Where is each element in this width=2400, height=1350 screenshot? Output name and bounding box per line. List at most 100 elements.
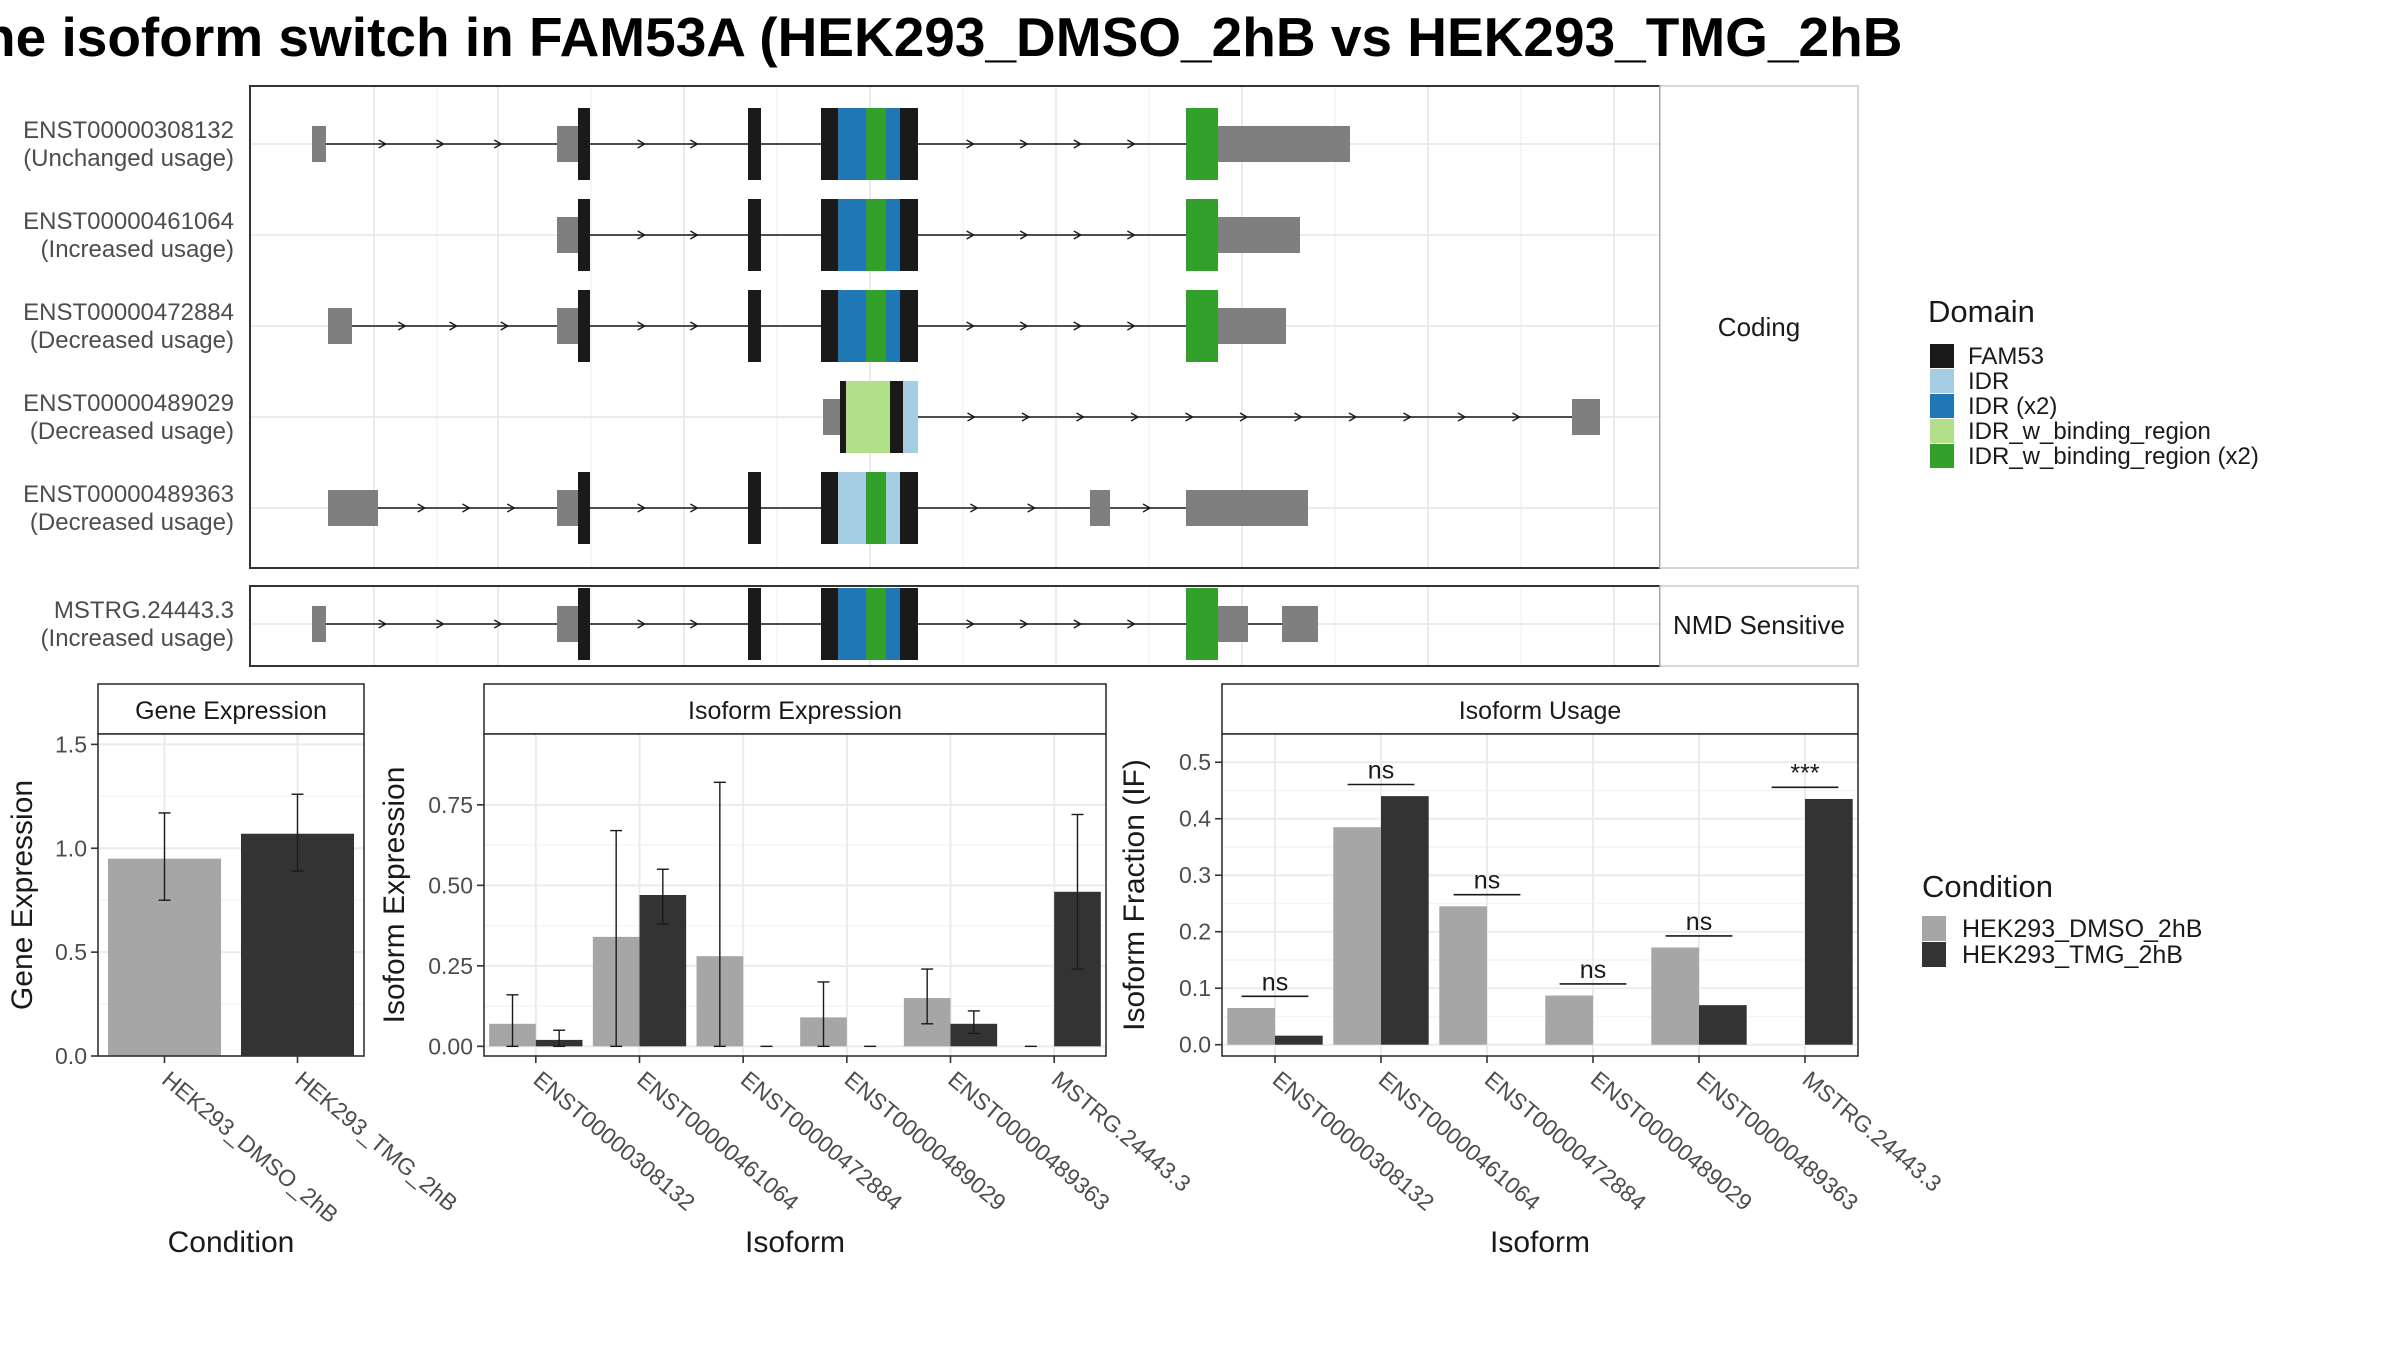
- domain-legend-label: IDR_w_binding_region: [1968, 418, 2211, 445]
- bar: [950, 1023, 998, 1047]
- bar: [1545, 995, 1593, 1045]
- intron-arrow: [637, 321, 647, 331]
- significance-label: ns: [1686, 908, 1712, 936]
- bar: [1439, 906, 1487, 1045]
- panel-strip: [483, 683, 1107, 735]
- intron-arrow: [1127, 619, 1136, 629]
- coding-exon: [866, 108, 886, 180]
- significance-label: ns: [1262, 968, 1288, 996]
- domain-legend-swatch: [1930, 419, 1954, 443]
- panel-border: [483, 733, 1107, 1057]
- intron-arrow: [378, 139, 388, 149]
- coding-exon: [886, 108, 900, 180]
- intron-arrow: [637, 230, 647, 240]
- intron-arrow: [397, 321, 407, 331]
- domain-legend-swatch: [1930, 444, 1954, 468]
- nmd-strip: [1659, 585, 1859, 667]
- condition-legend-swatch: [1922, 916, 1946, 941]
- y-axis-title: Gene Expression: [6, 780, 39, 1010]
- coding-exon: [821, 290, 838, 362]
- intron-arrow: [506, 503, 516, 513]
- transcript-usage-label: (Decreased usage): [30, 418, 234, 445]
- intron-arrow: [1076, 412, 1085, 422]
- transcript-usage-label: (Increased usage): [41, 236, 234, 263]
- coding-exon: [821, 472, 838, 544]
- coding-strip-label: Coding: [1718, 312, 1800, 342]
- isoform-expression-panel: Isoform Expression0.000.250.500.75ENST00…: [378, 683, 1196, 1259]
- bar: [1805, 798, 1853, 1045]
- transcript-usage-label: (Decreased usage): [30, 509, 234, 536]
- transcript-id-label: ENST00000489029: [23, 390, 234, 417]
- significance-label: ns: [1474, 867, 1500, 895]
- coding-exon: [900, 290, 918, 362]
- significance-label: ns: [1368, 756, 1394, 784]
- utr-exon: [1224, 308, 1286, 344]
- utr-exon: [557, 126, 578, 162]
- x-axis-title: Condition: [168, 1226, 295, 1259]
- coding-exon: [900, 472, 918, 544]
- intron-arrow: [436, 619, 445, 629]
- condition-legend-swatch: [1922, 942, 1946, 967]
- y-tick-label: 1.5: [55, 731, 87, 757]
- condition-legend-label: HEK293_DMSO_2hB: [1962, 915, 2202, 943]
- intron-arrow: [493, 619, 503, 629]
- utr-exon: [312, 126, 326, 162]
- isoform-usage-panel: Isoform Usage0.00.10.20.30.40.5ENST00000…: [1118, 683, 1947, 1259]
- nmd-panel: [249, 585, 1661, 667]
- intron-arrow: [966, 139, 976, 149]
- intron-arrow: [1019, 139, 1029, 149]
- coding-exon: [578, 199, 590, 271]
- intron-arrow: [1185, 412, 1194, 422]
- intron-arrow: [966, 619, 976, 629]
- utr-exon: [557, 308, 578, 344]
- coding-exon: [1186, 199, 1218, 271]
- utr-exon: [1224, 606, 1248, 642]
- coding-exon: [1186, 108, 1218, 180]
- y-tick-label: 0.25: [428, 953, 473, 979]
- bar: [1275, 1035, 1323, 1045]
- y-tick-label: 0.3: [1179, 862, 1211, 888]
- domain-legend-swatch: [1930, 369, 1954, 393]
- coding-exon: [1186, 588, 1218, 660]
- intron-arrow: [689, 321, 699, 331]
- figure-title: ne isoform switch in FAM53A (HEK293_DMSO…: [0, 6, 1902, 68]
- y-tick-label: 0.1: [1179, 975, 1211, 1001]
- utr-exon: [557, 217, 578, 253]
- bar: [1333, 827, 1381, 1045]
- panel-border: [1221, 733, 1859, 1057]
- coding-exon: [578, 472, 590, 544]
- intron-arrow: [1457, 412, 1467, 422]
- plot-background: [484, 734, 1106, 1056]
- transcript-id-label: ENST00000308132: [23, 117, 234, 144]
- domain-legend-title: Domain: [1928, 294, 2035, 329]
- utr-exon: [328, 308, 352, 344]
- y-tick-label: 1.0: [55, 835, 87, 861]
- intron-arrow: [1512, 412, 1521, 422]
- domain-legend-swatch: [1930, 344, 1954, 368]
- intron-arrow: [689, 139, 699, 149]
- transcript-structure-panel: Coding NMD Sensitive ENST00000308132(Uncha…: [23, 85, 1859, 667]
- intron-arrow: [1021, 412, 1031, 422]
- y-tick-label: 0.4: [1179, 806, 1211, 832]
- y-tick-label: 0.50: [428, 872, 473, 898]
- utr-exon: [312, 606, 326, 642]
- intron-arrow: [1073, 619, 1083, 629]
- coding-exon: [748, 199, 761, 271]
- intron-arrow: [637, 139, 647, 149]
- significance-label: ns: [1580, 956, 1606, 984]
- y-tick-label: 0.5: [1179, 749, 1211, 775]
- y-axis-title: Isoform Fraction (IF): [1118, 759, 1151, 1031]
- coding-strip: [1659, 85, 1859, 569]
- x-axis-title: Isoform: [1490, 1226, 1590, 1259]
- coding-exon: [886, 472, 900, 544]
- panel-strip-title: Isoform Usage: [1459, 697, 1622, 725]
- y-axis-title: Isoform Expression: [378, 767, 411, 1024]
- plot-background: [1222, 734, 1858, 1056]
- transcript-id-label: ENST00000472884: [23, 299, 234, 326]
- coding-exon: [840, 381, 846, 453]
- intron-arrow: [1130, 412, 1140, 422]
- intron-arrow: [1127, 230, 1136, 240]
- transcript-id-label: ENST00000461064: [23, 208, 234, 235]
